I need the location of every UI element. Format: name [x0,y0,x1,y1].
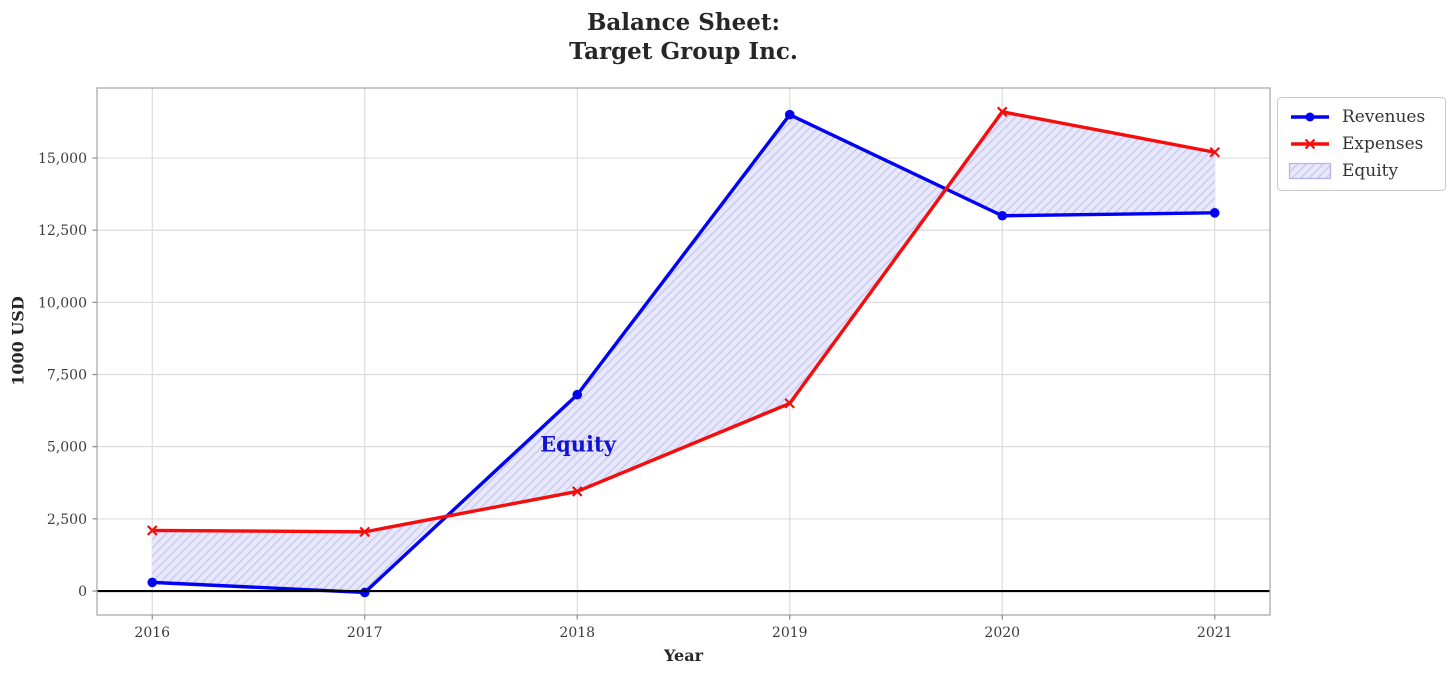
equity-annotation: Equity [540,431,616,457]
y-tick-label: 0 [78,584,87,600]
x-tick-label: 2021 [1197,625,1233,641]
expenses-point-marker [571,486,583,497]
legend: Revenues Expenses Equity [1277,97,1446,191]
y-tick-label: 10,000 [38,295,87,311]
revenues-point-marker [359,587,370,598]
y-tick-label: 15,000 [38,151,87,167]
x-tick-label: 2017 [347,625,383,641]
expenses-line-marker-icon [1291,138,1329,150]
legend-label-revenues: Revenues [1342,107,1426,127]
revenues-point-marker [147,577,158,588]
legend-item-equity: Equity [1288,161,1434,181]
x-tick-label: 2020 [984,625,1020,641]
legend-item-revenues: Revenues [1288,107,1434,127]
legend-label-expenses: Expenses [1342,134,1424,154]
chart-title: Balance Sheet: Target Group Inc. [569,9,798,65]
revenues-point-marker [997,210,1008,221]
x-tick-label: 2018 [559,625,595,641]
equity-fill-area [152,111,1215,593]
x-tick-label: 2016 [134,625,170,641]
expenses-point-marker [359,526,371,538]
expenses-point-marker [784,398,796,409]
y-tick-label: 7,500 [47,368,87,384]
legend-item-expenses: Expenses [1288,134,1434,154]
expenses-point-marker [996,106,1008,118]
expenses-point-marker [1209,146,1221,158]
expenses-point-marker [146,525,158,536]
revenues-line-marker-icon [1291,112,1329,122]
revenues-point-marker [784,109,795,120]
y-tick-label: 12,500 [38,223,87,239]
y-axis-label: 1000 USD [8,296,28,386]
plot-border [96,87,1271,616]
y-tick-label: 2,500 [47,512,87,528]
revenues-point-marker [1209,208,1220,218]
legend-label-equity: Equity [1342,161,1399,181]
x-axis-label: Year [663,646,703,665]
y-tick-label: 5,000 [47,440,87,456]
expenses-line [150,110,1217,534]
equity-hatch-swatch-icon [1288,162,1332,180]
revenues-point-marker [572,389,583,400]
x-tick-label: 2019 [772,625,808,641]
